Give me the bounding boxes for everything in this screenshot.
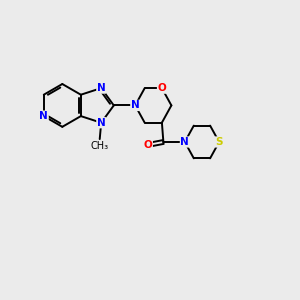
Text: N: N [97,118,106,128]
Text: N: N [131,100,140,110]
Text: O: O [144,140,152,150]
Text: N: N [97,83,106,93]
Text: N: N [39,111,48,121]
Text: O: O [158,83,166,93]
Text: CH₃: CH₃ [91,141,109,151]
Text: S: S [215,137,223,147]
Text: N: N [180,137,189,147]
